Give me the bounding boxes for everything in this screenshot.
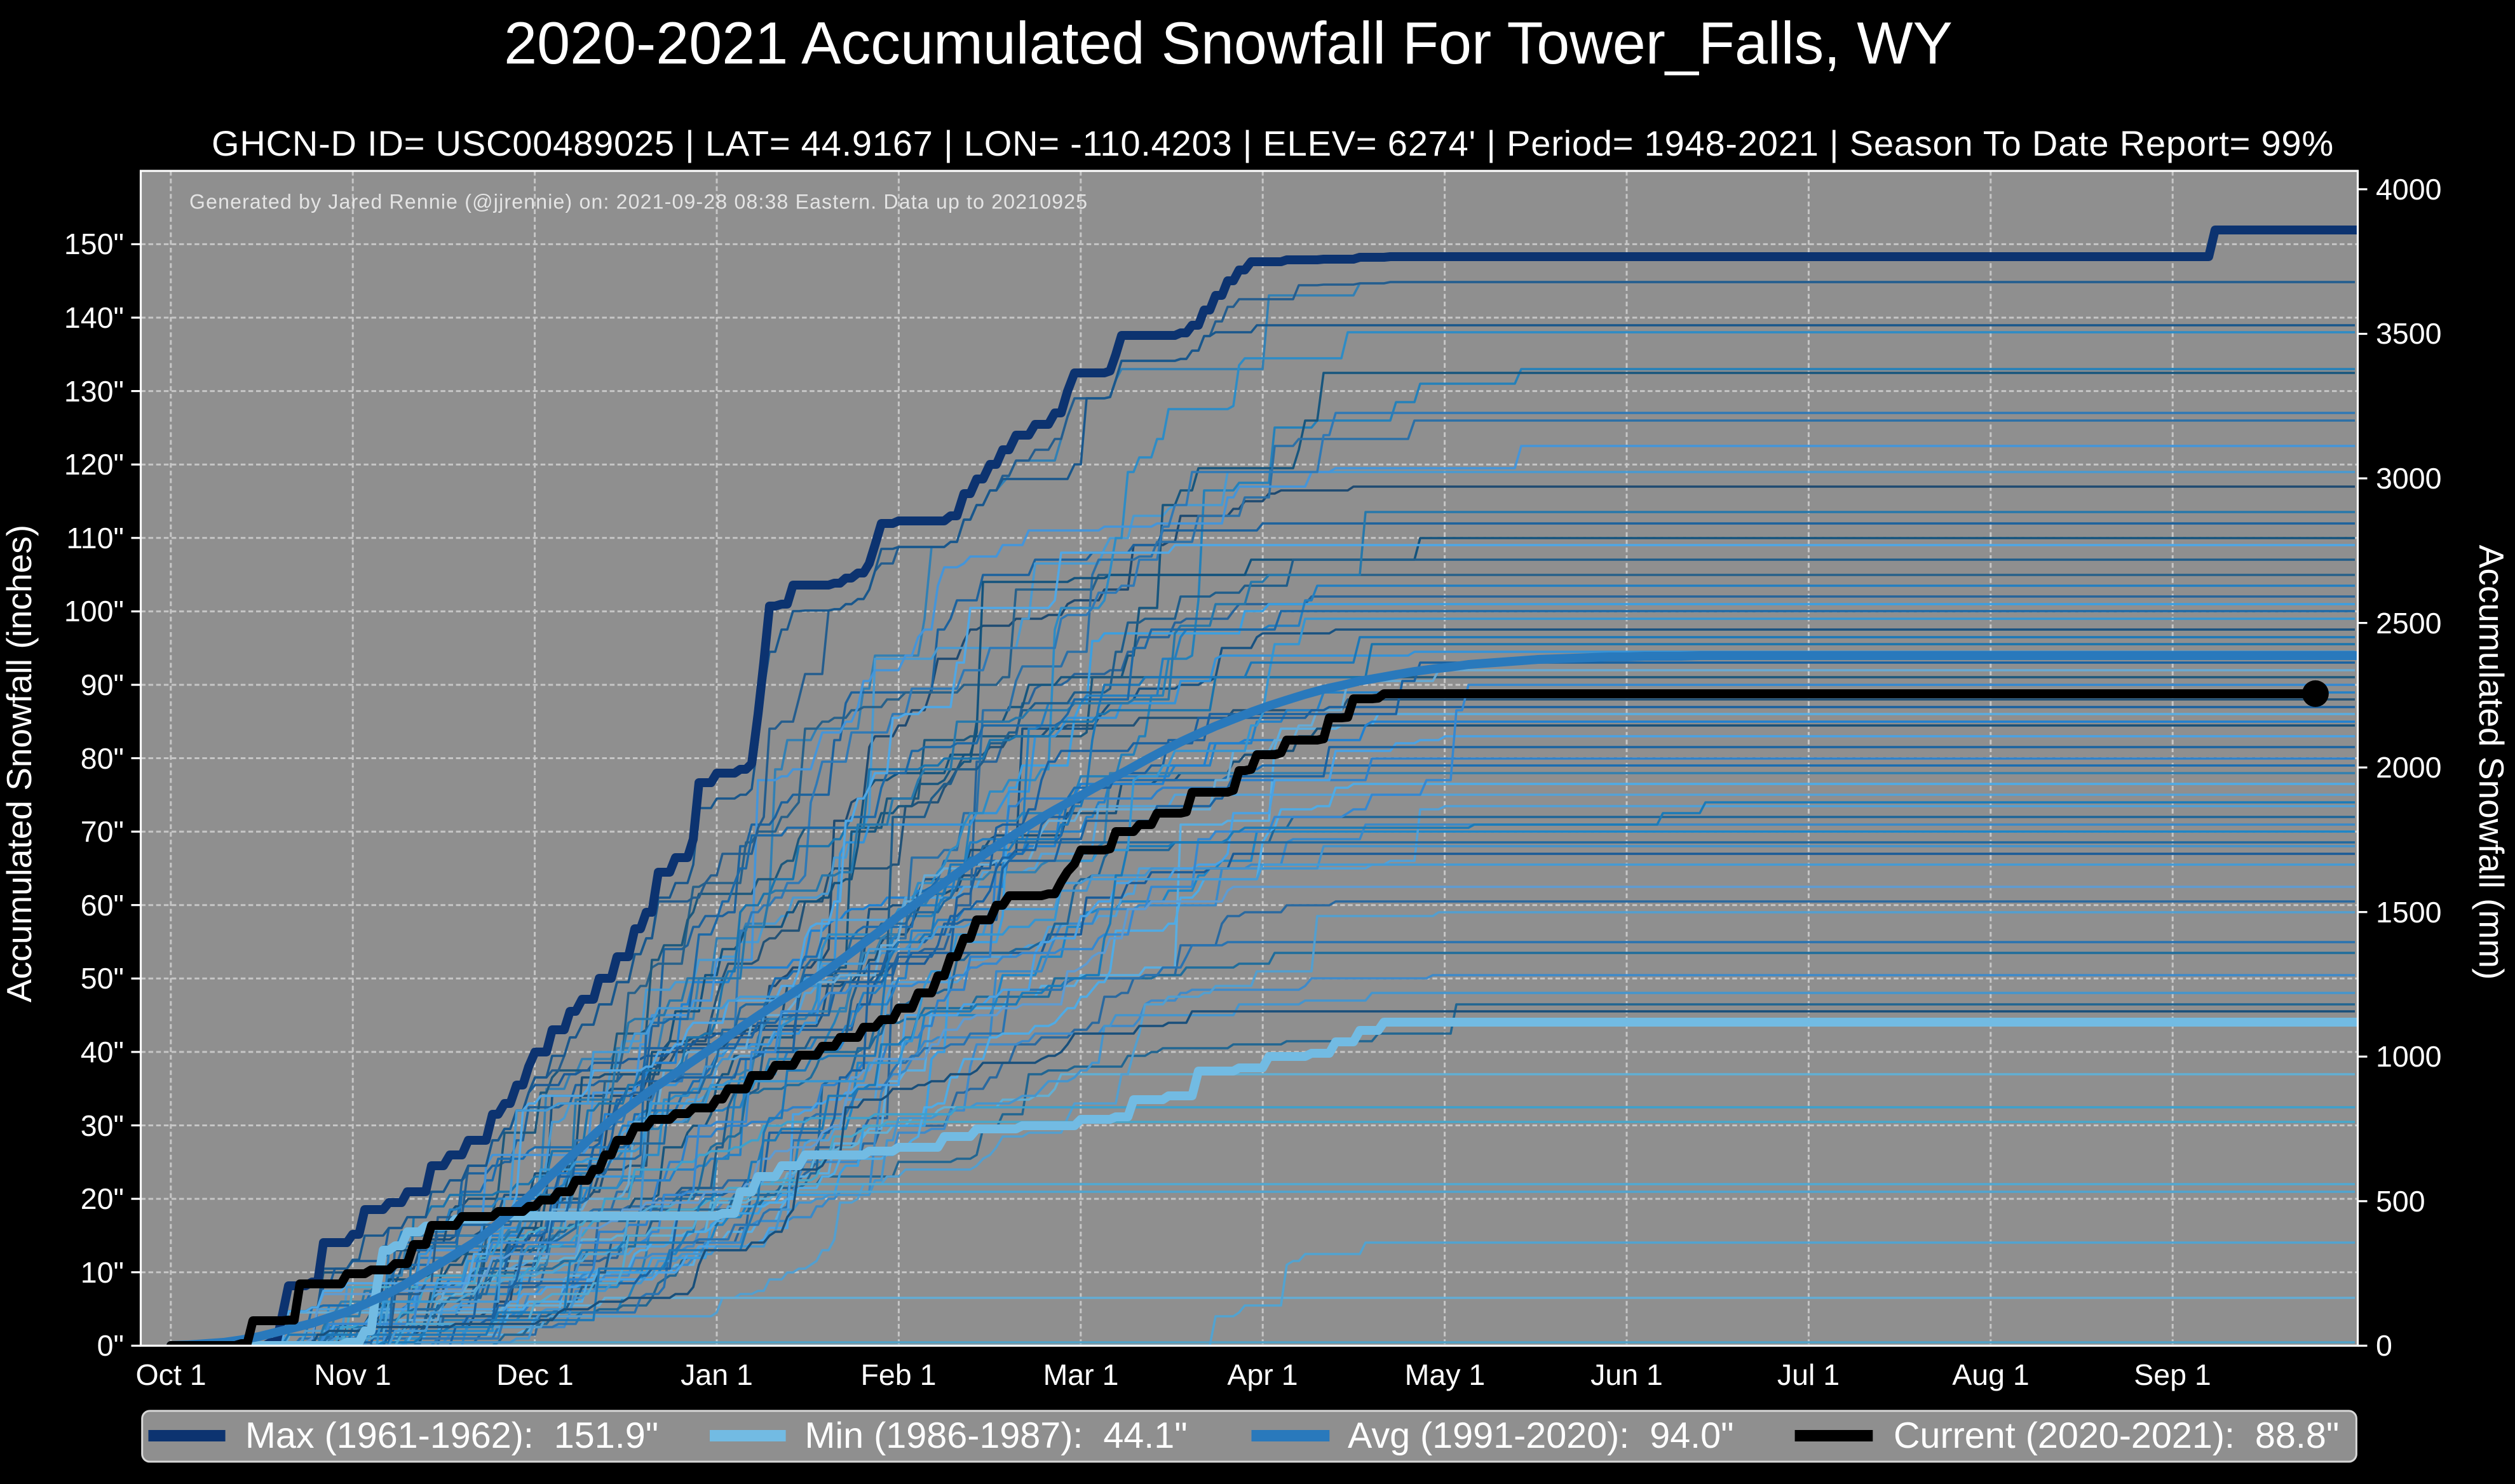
- svg-text:May 1: May 1: [1405, 1358, 1486, 1391]
- svg-text:1000: 1000: [2376, 1040, 2441, 1073]
- svg-text:50": 50": [81, 962, 124, 995]
- svg-text:140": 140": [64, 301, 124, 334]
- svg-text:Apr 1: Apr 1: [1227, 1358, 1298, 1391]
- svg-text:Accumulated Snowfall (inches): Accumulated Snowfall (inches): [0, 525, 39, 1002]
- svg-text:3500: 3500: [2376, 317, 2441, 350]
- svg-text:Sep 1: Sep 1: [2134, 1358, 2211, 1391]
- svg-text:Oct 1: Oct 1: [135, 1358, 206, 1391]
- svg-text:Dec 1: Dec 1: [496, 1358, 573, 1391]
- svg-text:Accumulated Snowfall (mm): Accumulated Snowfall (mm): [2472, 545, 2511, 980]
- svg-text:60": 60": [81, 889, 124, 922]
- svg-text:4000: 4000: [2376, 173, 2441, 206]
- svg-text:120": 120": [64, 448, 124, 481]
- svg-text:1500: 1500: [2376, 896, 2441, 929]
- svg-text:Aug 1: Aug 1: [1952, 1358, 2030, 1391]
- svg-text:3000: 3000: [2376, 462, 2441, 495]
- svg-text:70": 70": [81, 815, 124, 848]
- svg-text:Min (1986-1987): 44.1": Min (1986-1987): 44.1": [805, 1415, 1188, 1456]
- svg-text:Current (2020-2021): 88.8": Current (2020-2021): 88.8": [1894, 1415, 2339, 1456]
- svg-text:Jul 1: Jul 1: [1777, 1358, 1840, 1391]
- svg-text:30": 30": [81, 1109, 124, 1142]
- svg-text:100": 100": [64, 595, 124, 628]
- svg-text:130": 130": [64, 375, 124, 408]
- svg-text:20": 20": [81, 1182, 124, 1215]
- svg-text:2020-2021 Accumulated Snowfall: 2020-2021 Accumulated Snowfall For Tower…: [504, 10, 1953, 76]
- svg-text:Avg (1991-2020): 94.0": Avg (1991-2020): 94.0": [1348, 1415, 1734, 1456]
- svg-text:90": 90": [81, 668, 124, 701]
- svg-text:150": 150": [64, 227, 124, 260]
- svg-text:0": 0": [97, 1329, 124, 1362]
- svg-text:Jun 1: Jun 1: [1590, 1358, 1663, 1391]
- svg-text:Jan 1: Jan 1: [681, 1358, 753, 1391]
- svg-text:Generated by Jared Rennie (@jj: Generated by Jared Rennie (@jjrennie) on…: [189, 191, 1088, 213]
- svg-text:Nov 1: Nov 1: [314, 1358, 391, 1391]
- svg-text:110": 110": [66, 522, 124, 555]
- svg-text:10": 10": [81, 1256, 124, 1289]
- svg-text:40": 40": [81, 1035, 124, 1069]
- svg-text:Mar 1: Mar 1: [1043, 1358, 1119, 1391]
- svg-text:2500: 2500: [2376, 607, 2441, 640]
- svg-text:GHCN-D ID= USC00489025 | LAT=: GHCN-D ID= USC00489025 | LAT= 44.9167 | …: [212, 123, 2334, 163]
- svg-text:Feb 1: Feb 1: [861, 1358, 937, 1391]
- svg-text:500: 500: [2376, 1185, 2425, 1218]
- svg-text:80": 80": [81, 742, 124, 775]
- svg-text:Max (1961-1962): 151.9": Max (1961-1962): 151.9": [245, 1415, 658, 1456]
- svg-text:0: 0: [2376, 1329, 2392, 1362]
- svg-text:2000: 2000: [2376, 751, 2441, 784]
